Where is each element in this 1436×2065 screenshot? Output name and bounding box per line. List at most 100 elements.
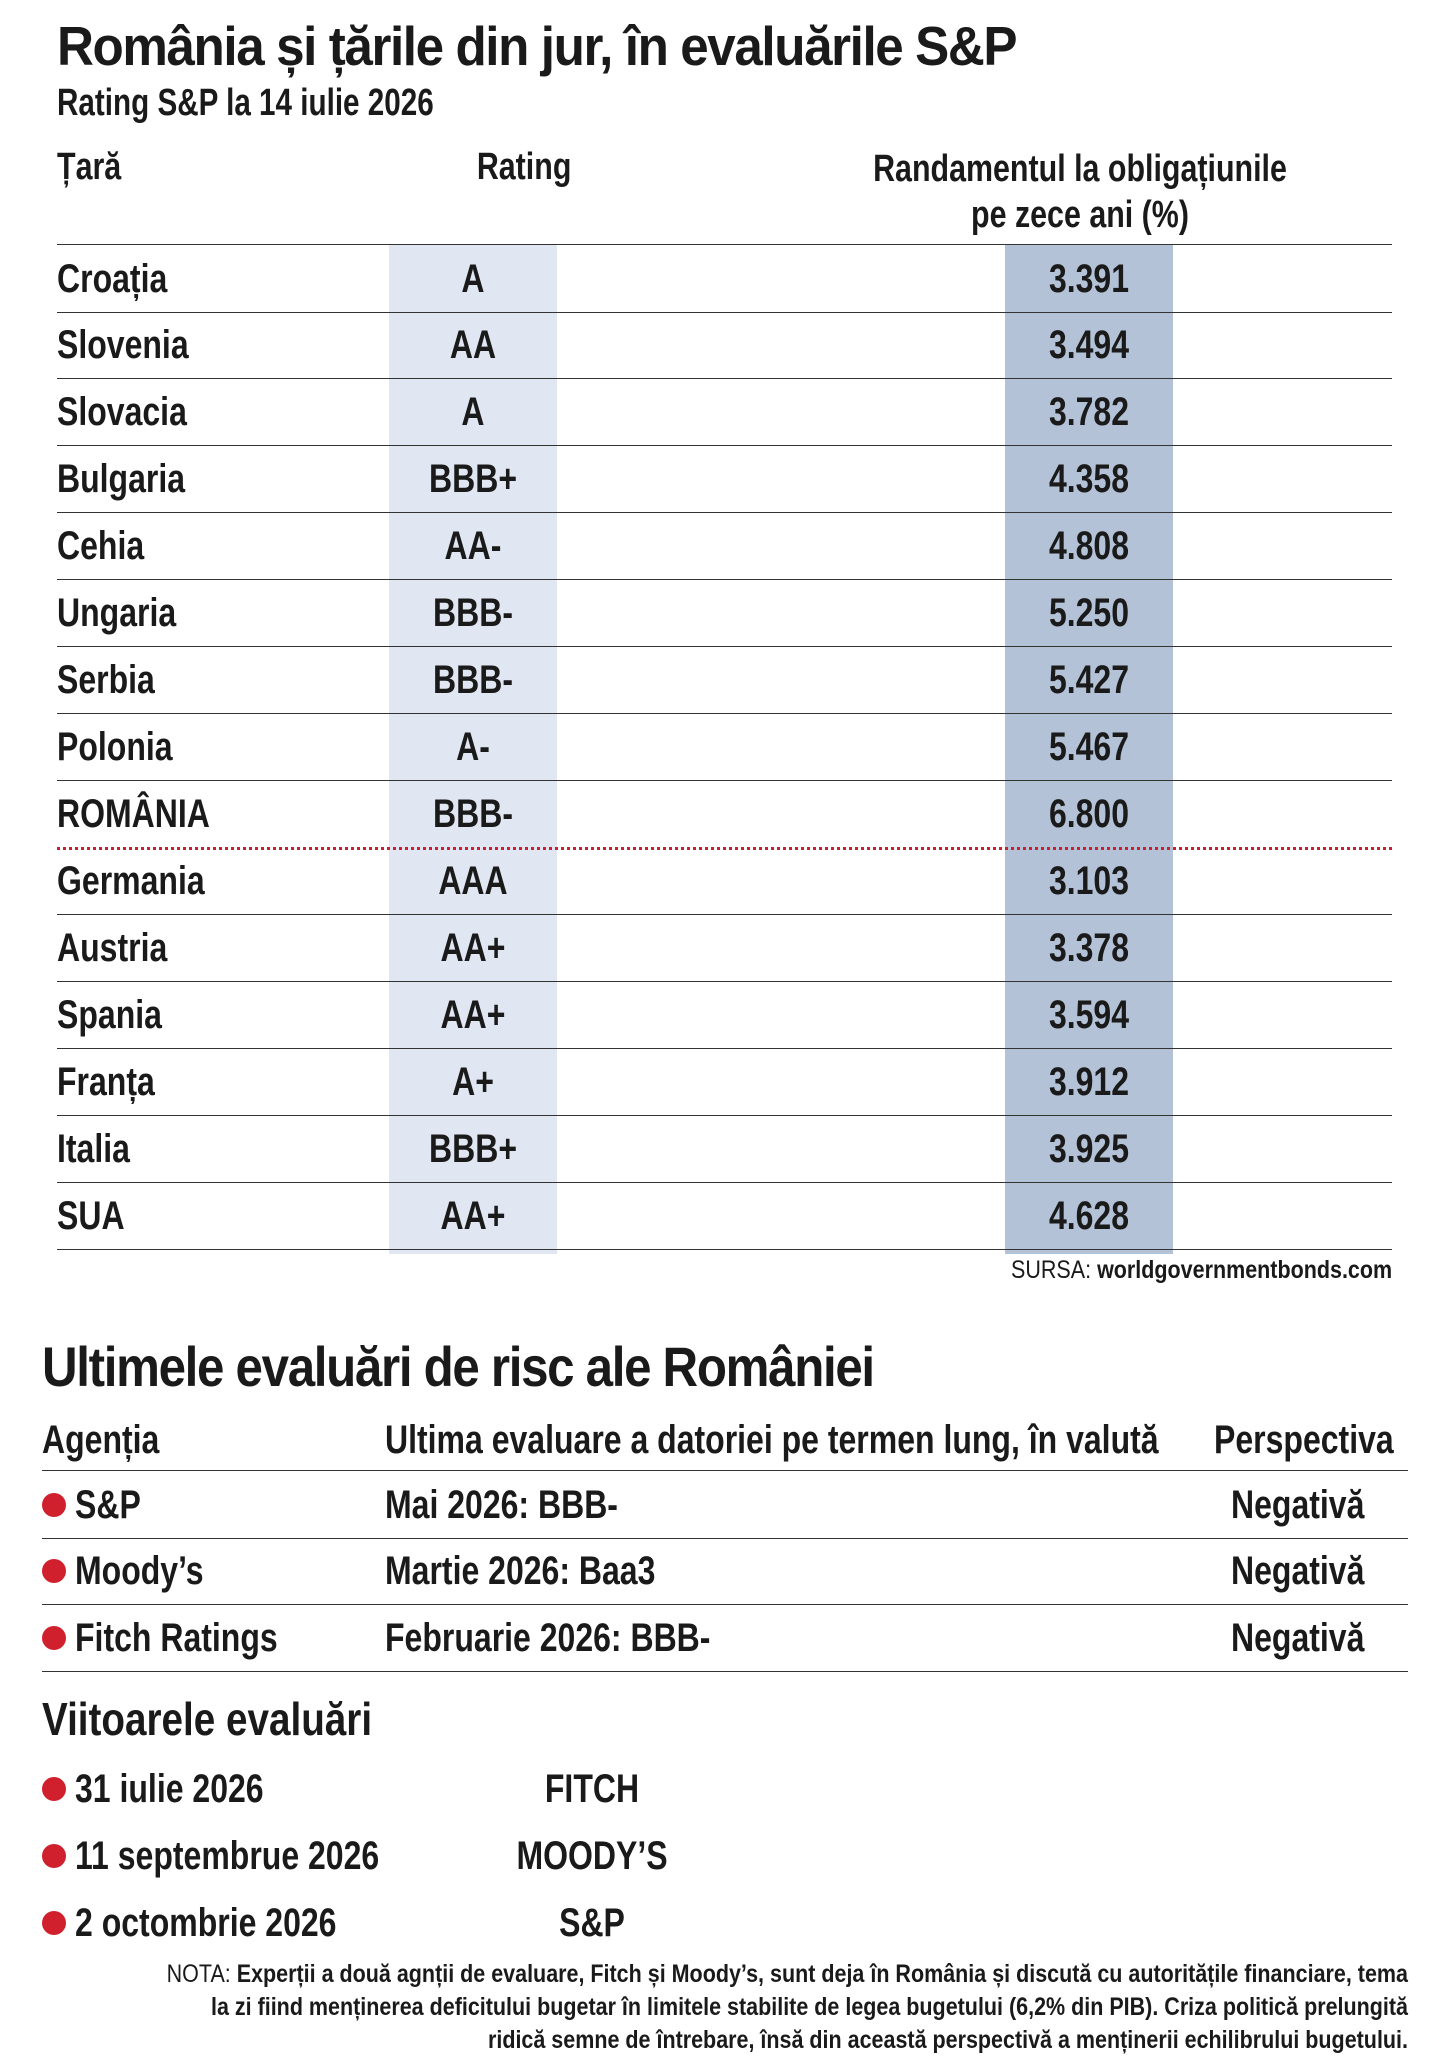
source-line: SURSA: worldgovernmentbonds.com (1011, 1256, 1392, 1285)
yield-cell: 4.628 (1048, 1194, 1130, 1238)
bullet-icon (42, 1626, 66, 1650)
rating-cell: AA+ (440, 1194, 506, 1238)
table-row: Ungaria BBB- 5.250 (57, 579, 1392, 647)
country-cell: Spania (57, 993, 162, 1037)
date-cell: 11 septembrue 2026 (75, 1834, 380, 1878)
country-cell: ROMÂNIA (57, 792, 210, 836)
country-cell: Ungaria (57, 591, 177, 635)
table-row: Slovacia A 3.782 (57, 378, 1392, 446)
yield-cell: 6.800 (1048, 792, 1130, 836)
note-line-1: NOTA: Experții a două agnții de evaluare… (49, 1958, 1408, 1991)
agency-cell: S&P (75, 1483, 141, 1527)
yield-cell: 3.594 (1048, 993, 1130, 1037)
agency-cell: Fitch Ratings (75, 1616, 278, 1660)
table-row: Slovenia AA 3.494 (57, 311, 1392, 379)
page-subtitle: Rating S&P la 14 iulie 2026 (57, 82, 434, 124)
rating-cell: A- (456, 725, 490, 769)
table-row: Moody’s Martie 2026: Baa3 Negativă (42, 1537, 1408, 1605)
table-row: Franța A+ 3.912 (57, 1048, 1392, 1116)
risk-section-title: Ultimele evaluări de risc ale României (42, 1335, 875, 1398)
country-cell: Austria (57, 926, 168, 970)
agency-cell: FITCH (544, 1767, 640, 1811)
yield-cell: 3.378 (1048, 926, 1130, 970)
yield-cell: 3.103 (1048, 859, 1130, 903)
note-line-3: ridică semne de întrebare, însă din acea… (49, 2024, 1408, 2057)
yield-cell: 3.912 (1048, 1060, 1130, 1104)
table-row: Italia BBB+ 3.925 (57, 1115, 1392, 1183)
outlook-cell: Negativă (1231, 1483, 1365, 1527)
table-row: SUA AA+ 4.628 (57, 1182, 1392, 1250)
table-row: Bulgaria BBB+ 4.358 (57, 445, 1392, 513)
country-cell: Italia (57, 1127, 130, 1171)
table-row: Croația A 3.391 (57, 244, 1392, 313)
source-value: worldgovernmentbonds.com (1096, 1256, 1392, 1284)
yield-cell: 3.782 (1048, 390, 1130, 434)
note-text-2: la zi fiind menținerea deficitului buget… (210, 1993, 1409, 2021)
header-yield-line1: Randamentul la obligațiunile (873, 148, 1287, 190)
list-item: 11 septembrue 2026 MOODY’S (42, 1822, 1408, 1889)
note-text-3: ridică semne de întrebare, însă din acea… (487, 2026, 1409, 2054)
bullet-icon (42, 1559, 66, 1583)
agency-cell: S&P (559, 1901, 625, 1945)
rating-cell: AAA (438, 859, 508, 903)
rating-cell: BBB+ (428, 457, 518, 501)
country-cell: SUA (57, 1194, 125, 1238)
header-yield: Randamentul la obligațiunile pe zece ani… (824, 146, 1336, 238)
yield-column-background (1005, 244, 1173, 1254)
rating-cell: A (461, 390, 485, 434)
rating-cell: A+ (452, 1060, 494, 1104)
agency-cell: MOODY’S (516, 1834, 668, 1878)
rating-cell: BBB- (433, 658, 513, 702)
table-row: Polonia A- 5.467 (57, 713, 1392, 781)
rating-cell: BBB- (433, 792, 513, 836)
upcoming-section-title: Viitoarele evaluări (42, 1693, 373, 1745)
yield-cell: 5.427 (1048, 658, 1130, 702)
header-rating: Rating (476, 146, 572, 188)
country-cell: Franța (57, 1060, 155, 1104)
list-item: 31 iulie 2026 FITCH (42, 1755, 1408, 1822)
table-row-romania: ROMÂNIA BBB- 6.800 (57, 780, 1392, 850)
rating-cell: AA+ (440, 993, 506, 1037)
note-line-2: la zi fiind menținerea deficitului buget… (49, 1991, 1408, 2024)
header-last-rating: Ultima evaluare a datoriei pe termen lun… (385, 1418, 1159, 1462)
yield-cell: 4.808 (1048, 524, 1130, 568)
last-rating-cell: Mai 2026: BBB- (385, 1483, 618, 1527)
note-text-1: Experții a două agnții de evaluare, Fitc… (236, 1960, 1408, 1988)
rating-cell: BBB- (433, 591, 513, 635)
list-item: 2 octombrie 2026 S&P (42, 1889, 1408, 1956)
page-title: România și țările din jur, în evaluările… (57, 15, 1018, 77)
table-row: Fitch Ratings Februarie 2026: BBB- Negat… (42, 1604, 1408, 1672)
country-cell: Croația (57, 257, 168, 301)
yield-cell: 5.467 (1048, 725, 1130, 769)
yield-cell: 5.250 (1048, 591, 1130, 635)
table-row: Serbia BBB- 5.427 (57, 646, 1392, 714)
yield-cell: 4.358 (1048, 457, 1130, 501)
rating-cell: AA- (444, 524, 502, 568)
table-row: Austria AA+ 3.378 (57, 914, 1392, 982)
country-cell: Slovenia (57, 323, 189, 367)
country-cell: Cehia (57, 524, 145, 568)
table-row: Germania AAA 3.103 (57, 847, 1392, 915)
yield-cell: 3.391 (1048, 257, 1130, 301)
rating-cell: AA (449, 323, 497, 367)
bullet-icon (42, 1493, 66, 1517)
country-cell: Bulgaria (57, 457, 186, 501)
header-yield-line2: pe zece ani (%) (971, 194, 1189, 236)
rating-cell: BBB+ (428, 1127, 518, 1171)
last-rating-cell: Martie 2026: Baa3 (385, 1549, 656, 1593)
last-rating-cell: Februarie 2026: BBB- (385, 1616, 711, 1660)
bullet-icon (42, 1844, 66, 1868)
bullet-icon (42, 1911, 66, 1935)
country-cell: Serbia (57, 658, 155, 702)
date-cell: 31 iulie 2026 (75, 1767, 264, 1811)
bullet-icon (42, 1777, 66, 1801)
table-row: S&P Mai 2026: BBB- Negativă (42, 1470, 1408, 1539)
source-label: SURSA: (1010, 1256, 1091, 1284)
rating-column-background (389, 244, 557, 1254)
rating-cell: A (461, 257, 485, 301)
country-cell: Polonia (57, 725, 173, 769)
note-paragraph: NOTA: Experții a două agnții de evaluare… (42, 1958, 1408, 2057)
agency-cell: Moody’s (75, 1549, 204, 1593)
table-row: Cehia AA- 4.808 (57, 512, 1392, 580)
outlook-cell: Negativă (1231, 1549, 1365, 1593)
